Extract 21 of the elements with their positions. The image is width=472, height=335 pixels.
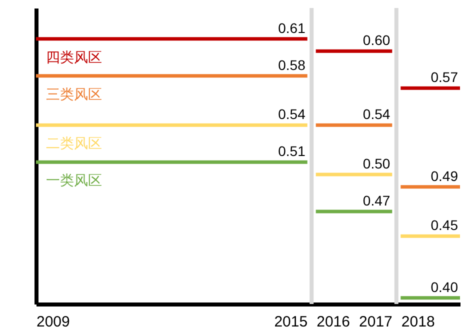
- data-label: 0.54: [362, 106, 390, 122]
- x-tick-label: 2017: [359, 314, 392, 330]
- data-label: 0.45: [430, 217, 458, 234]
- data-label: 0.51: [278, 143, 306, 160]
- data-label: 0.49: [430, 168, 458, 184]
- series-label: 四类风区: [46, 48, 102, 65]
- data-label: 0.58: [278, 56, 306, 73]
- series-label: 二类风区: [46, 135, 102, 152]
- series-label: 三类风区: [46, 86, 102, 102]
- x-tick-label: 2015: [274, 314, 308, 330]
- data-label: 0.61: [278, 20, 306, 36]
- data-label: 0.60: [362, 32, 390, 48]
- data-label: 0.40: [430, 278, 458, 295]
- data-label: 0.50: [362, 156, 390, 172]
- series-label: 一类风区: [46, 172, 102, 188]
- x-tick-label: 2018: [401, 314, 435, 330]
- data-label: 0.57: [430, 69, 458, 86]
- x-tick-label: 2016: [316, 314, 350, 330]
- data-label: 0.54: [278, 106, 306, 122]
- x-tick-label: 2009: [36, 314, 70, 330]
- data-label: 0.47: [362, 192, 390, 208]
